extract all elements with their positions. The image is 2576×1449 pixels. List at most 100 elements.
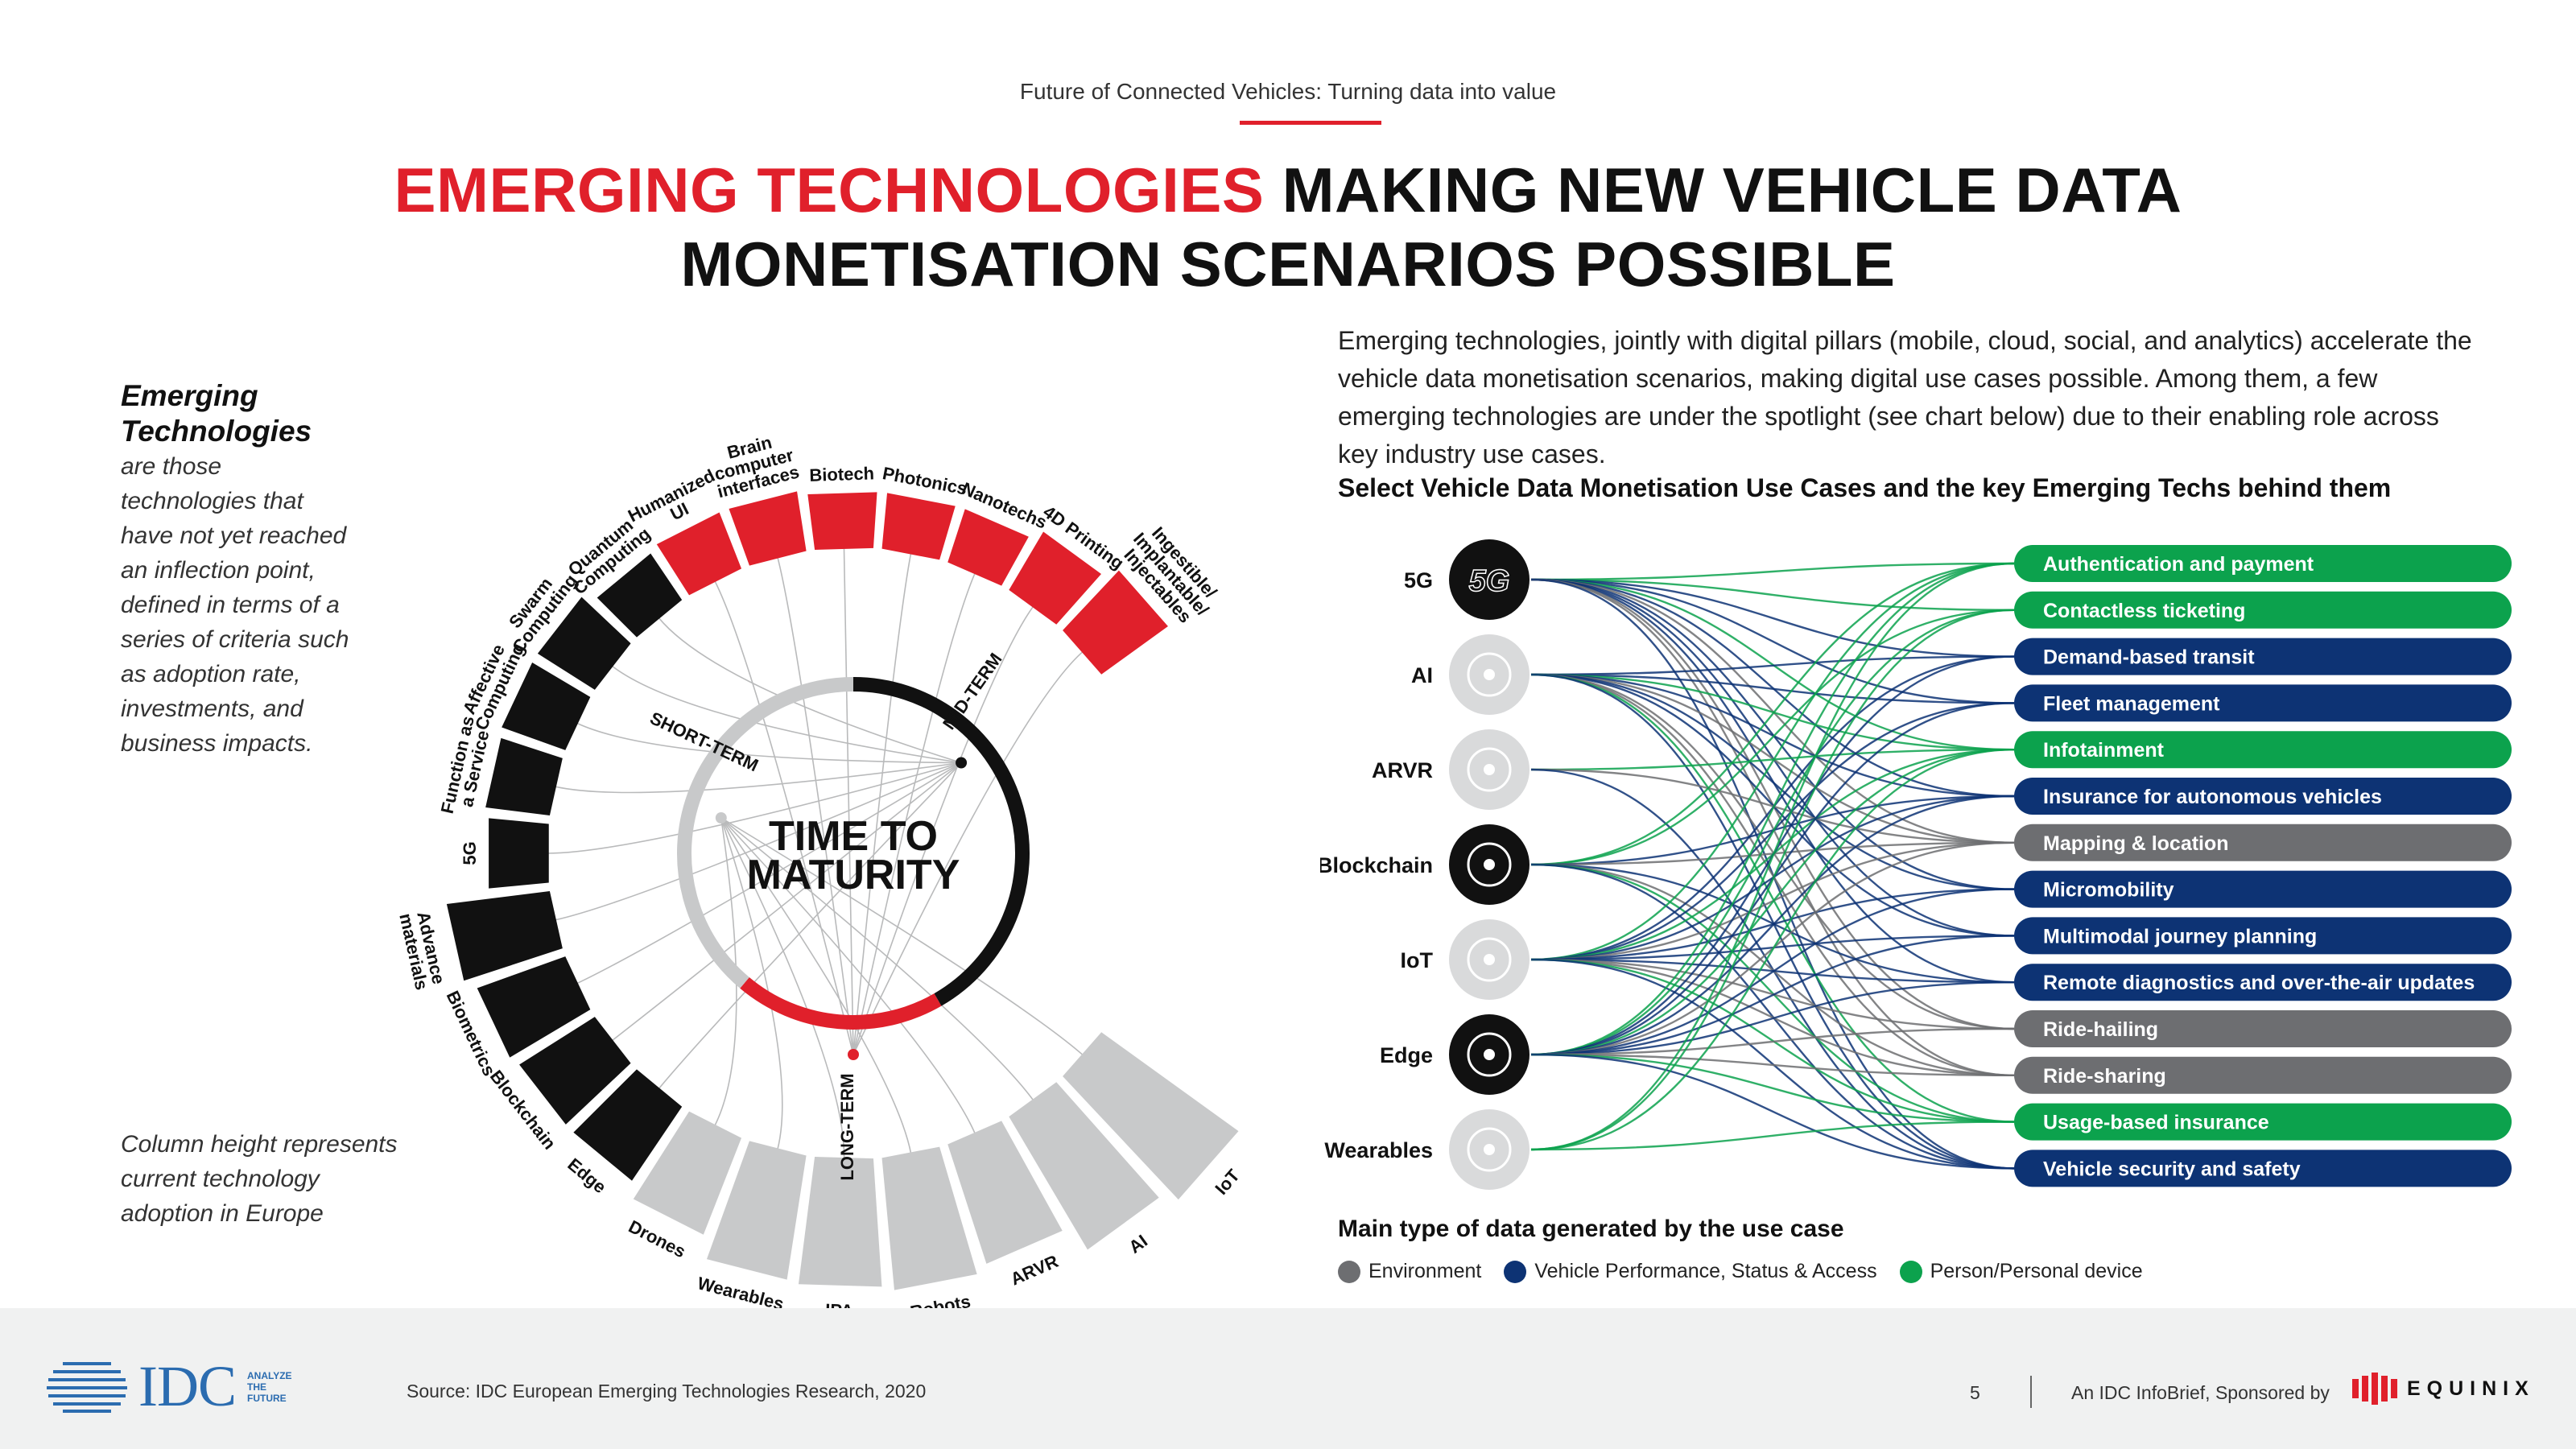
flow-link (1530, 673, 2015, 1123)
legend-dot (1504, 1260, 1527, 1283)
use-case-label: Demand-based transit (2043, 646, 2255, 669)
connector-line (714, 580, 854, 1055)
flow-link (1530, 981, 2015, 1056)
use-case-pill (2014, 870, 2512, 908)
flow-link (1530, 888, 2015, 1056)
connector-line (843, 547, 854, 1055)
technology-columns (446, 491, 1239, 1290)
connector-line (777, 556, 854, 1055)
tech-column-swarm-computing (537, 597, 631, 690)
use-case-label: Contactless ticketing (2043, 600, 2245, 622)
tech-label: Photonics (881, 463, 968, 499)
tech-column-ipa (798, 1156, 882, 1287)
tech-label: ARVR (1008, 1251, 1062, 1290)
definition-box: Emerging Technologies are those technolog… (121, 378, 386, 761)
use-case-label: Remote diagnostics and over-the-air upda… (2043, 972, 2475, 994)
flow-link (1530, 673, 2015, 1170)
use-case-pill (2014, 591, 2512, 629)
icon-outline (1467, 842, 1512, 887)
tech-column-advance-materials (446, 890, 563, 981)
use-case-pill (2014, 731, 2512, 769)
ring-long-term-arc (740, 976, 942, 1030)
connector-line (554, 762, 962, 921)
tech-column-edge (573, 1069, 683, 1181)
tech-label: AI (1125, 1231, 1151, 1257)
use-case-pill (2014, 1010, 2512, 1047)
idc-globe-icon (47, 1361, 127, 1413)
tech-label: Edge (564, 1154, 609, 1198)
use-case-label: Ride-hailing (2043, 1018, 2158, 1041)
tech-column-robots (881, 1146, 977, 1290)
use-case-pill (2014, 684, 2512, 722)
source-note: Source: IDC European Emerging Technologi… (407, 1381, 927, 1402)
use-case-pill (2014, 1150, 2512, 1187)
definition-text-line-4: defined in terms of a (121, 592, 340, 618)
ring-mid-term-arc (852, 677, 1030, 1006)
tech-label: Function asa Service (437, 714, 496, 819)
legend-label: Environment (1368, 1260, 1482, 1282)
tech-node-label: Edge (1380, 1043, 1433, 1067)
flow-link (1530, 673, 2015, 798)
definition-text-line-7: investments, and (121, 696, 303, 722)
flow-link (1530, 562, 2015, 866)
tech-node-wearables: Wearables (1324, 1109, 1530, 1190)
connector-line (554, 762, 962, 794)
use-case-pill (2014, 1056, 2512, 1094)
connector-line (611, 665, 962, 764)
equinix-logo: EQUINIX (2351, 1373, 2535, 1405)
tech-label: Biotech (809, 463, 874, 485)
use-case-label: Ride-sharing (2043, 1065, 2166, 1088)
use-case-multimodal-journey-planning: Multimodal journey planning (2014, 917, 2512, 955)
use-case-pill (2014, 638, 2512, 675)
legend-dot (1338, 1260, 1360, 1283)
column-note-line-0: Column height represents (121, 1131, 398, 1158)
tech-node-label: ARVR (1372, 758, 1433, 782)
flow-link (1530, 578, 2015, 1076)
title-accent: EMERGING TECHNOLOGIES (394, 155, 1265, 225)
column-note-line-2: adoption in Europe (121, 1200, 324, 1227)
tech-node-arvr: ARVR (1372, 729, 1530, 810)
flow-link (1530, 749, 2015, 1056)
sponsor-text: An IDC InfoBrief, Sponsored by (2071, 1382, 2330, 1403)
use-case-authentication-and-payment: Authentication and payment (2014, 545, 2512, 582)
flow-link (1530, 768, 2015, 844)
definition-text-line-5: series of criteria such (121, 626, 349, 653)
use-case-fleet-management: Fleet management (2014, 684, 2512, 722)
tech-column-ai (1009, 1082, 1159, 1250)
tech-column-affective-computing (502, 662, 591, 750)
tech-column-drones (633, 1111, 742, 1235)
definition-text-line-1: technologies that (121, 488, 303, 514)
tech-node-label: Blockchain (1320, 853, 1433, 877)
tech-label: Advancematerials (395, 907, 449, 992)
definition-text-line-8: business impacts. (121, 730, 313, 757)
connector-line (720, 817, 845, 1159)
tech-label: IoT (1211, 1165, 1244, 1199)
use-case-micromobility: Micromobility (2014, 870, 2512, 908)
use-case-label: Vehicle security and safety (2043, 1158, 2301, 1180)
use-case-pill (2014, 964, 2512, 1001)
flow-link (1530, 1027, 2015, 1056)
column-height-note: Column height represents current technolo… (121, 1127, 459, 1231)
connector-line (658, 762, 962, 1090)
connector-line (714, 817, 737, 1127)
connector-line (576, 722, 962, 764)
connector-line (720, 817, 783, 1150)
flow-link (1530, 578, 2015, 658)
use-case-ride-hailing: Ride-hailing (2014, 1010, 2512, 1047)
definition-text-line-6: as adoption rate, (121, 661, 301, 687)
flow-link (1530, 609, 2015, 1056)
use-case-contactless-ticketing: Contactless ticketing (2014, 591, 2512, 629)
use-case-ride-sharing: Ride-sharing (2014, 1056, 2512, 1094)
page-number: 5 (1970, 1382, 1980, 1403)
icon-outline (1467, 1127, 1512, 1172)
5g-glyph: 5G (1469, 564, 1510, 598)
tech-node-edge: Edge (1380, 1014, 1530, 1095)
legend-item-vehicle: Vehicle Performance, Status & Access (1504, 1260, 1877, 1283)
flow-link (1530, 749, 2015, 771)
connector-line (852, 650, 1084, 1055)
idc-tagline-line-0: ANALYZE (247, 1369, 292, 1381)
idc-tagline-line-2: FUTURE (247, 1392, 287, 1404)
tech-column-photonics (881, 493, 956, 560)
legend-label: Person/Personal device (1930, 1260, 2143, 1282)
flow-link (1530, 562, 2015, 961)
